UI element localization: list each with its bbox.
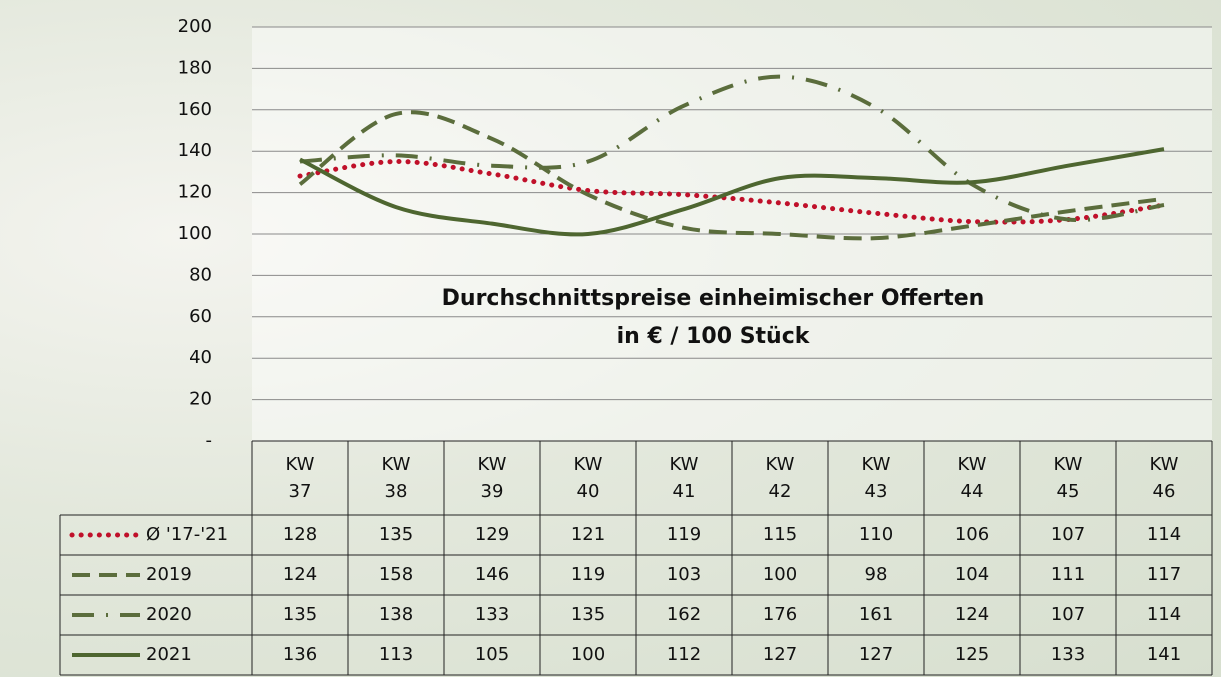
table-value: 115 xyxy=(763,524,797,545)
table-value: 113 xyxy=(379,644,413,665)
y-tick-label: 140 xyxy=(178,140,212,161)
x-tick-label: KW 41 xyxy=(659,451,709,505)
y-tick-label: 200 xyxy=(178,16,212,37)
x-tick-label: KW 39 xyxy=(467,451,517,505)
table-value: 100 xyxy=(571,644,605,665)
page: Durchschnittspreise einheimischer Offert… xyxy=(0,0,1221,677)
y-tick-label: 180 xyxy=(178,57,212,78)
table-value: 98 xyxy=(865,564,888,585)
x-tick-label: KW 44 xyxy=(947,451,997,505)
table-value: 161 xyxy=(859,604,893,625)
x-tick-label: KW 43 xyxy=(851,451,901,505)
table-value: 146 xyxy=(475,564,509,585)
table-value: 105 xyxy=(475,644,509,665)
x-tick-label: KW 46 xyxy=(1139,451,1189,505)
table-value: 104 xyxy=(955,564,989,585)
table-value: 107 xyxy=(1051,604,1085,625)
y-tick-label: 100 xyxy=(178,223,212,244)
x-tick-label: KW 40 xyxy=(563,451,613,505)
table-value: 121 xyxy=(571,524,605,545)
table-value: 133 xyxy=(1051,644,1085,665)
y-tick-label: 20 xyxy=(189,389,212,410)
x-tick-label: KW 37 xyxy=(275,451,325,505)
table-value: 119 xyxy=(571,564,605,585)
table-value: 138 xyxy=(379,604,413,625)
x-tick-label: KW 38 xyxy=(371,451,421,505)
y-tick-label: 80 xyxy=(189,264,212,285)
table-value: 106 xyxy=(955,524,989,545)
table-value: 127 xyxy=(763,644,797,665)
table-value: 124 xyxy=(283,564,317,585)
table-value: 119 xyxy=(667,524,701,545)
legend-label: 2019 xyxy=(146,564,192,585)
legend-label: 2021 xyxy=(146,644,192,665)
table-value: 117 xyxy=(1147,564,1181,585)
y-tick-label: 160 xyxy=(178,99,212,120)
table-value: 107 xyxy=(1051,524,1085,545)
chart-title: Durchschnittspreise einheimischer Offert… xyxy=(442,286,985,311)
table-value: 111 xyxy=(1051,564,1085,585)
table-value: 125 xyxy=(955,644,989,665)
x-tick-label: KW 42 xyxy=(755,451,805,505)
x-tick-label: KW 45 xyxy=(1043,451,1093,505)
table-value: 128 xyxy=(283,524,317,545)
table-value: 162 xyxy=(667,604,701,625)
table-value: 133 xyxy=(475,604,509,625)
legend-label: 2020 xyxy=(146,604,192,625)
table-value: 135 xyxy=(379,524,413,545)
legend-label: Ø '17-'21 xyxy=(146,524,228,545)
table-value: 141 xyxy=(1147,644,1181,665)
y-tick-label: 40 xyxy=(189,347,212,368)
table-value: 100 xyxy=(763,564,797,585)
table-value: 103 xyxy=(667,564,701,585)
table-value: 127 xyxy=(859,644,893,665)
y-tick-label: 120 xyxy=(178,182,212,203)
table-value: 135 xyxy=(283,604,317,625)
y-tick-label: - xyxy=(206,430,213,451)
table-value: 135 xyxy=(571,604,605,625)
chart: Durchschnittspreise einheimischer Offert… xyxy=(0,0,1221,677)
table-value: 158 xyxy=(379,564,413,585)
y-tick-label: 60 xyxy=(189,306,212,327)
table-value: 124 xyxy=(955,604,989,625)
table-value: 110 xyxy=(859,524,893,545)
table-value: 114 xyxy=(1147,604,1181,625)
chart-subtitle: in € / 100 Stück xyxy=(617,324,811,349)
table-value: 114 xyxy=(1147,524,1181,545)
table-value: 112 xyxy=(667,644,701,665)
table-value: 129 xyxy=(475,524,509,545)
table-value: 176 xyxy=(763,604,797,625)
table-value: 136 xyxy=(283,644,317,665)
